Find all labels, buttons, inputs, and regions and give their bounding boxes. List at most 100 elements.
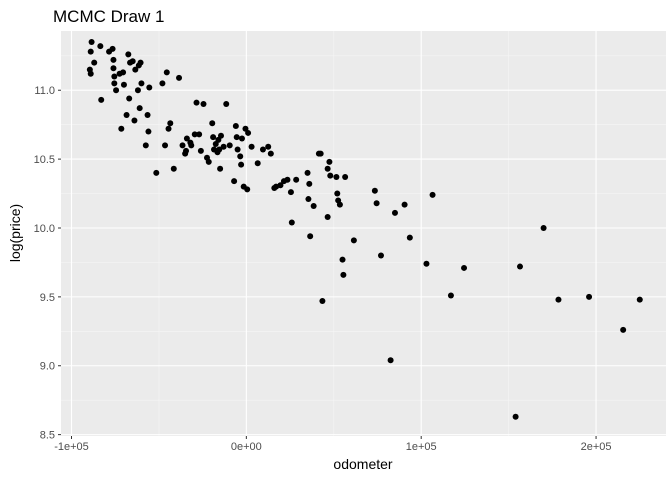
data-point [163,69,170,76]
data-point [277,182,284,189]
data-point [305,196,312,203]
data-point [350,237,357,244]
data-point [220,143,227,150]
y-tick-label: 10.0 [34,223,55,235]
data-point [461,264,468,271]
data-point [132,66,139,73]
x-axis-label: odometer [333,456,392,472]
data-point [324,165,331,172]
data-point [310,202,317,209]
data-point [183,135,190,142]
data-point [231,178,238,185]
y-tick-label: 9.5 [40,292,55,304]
y-tick-label: 8.5 [40,430,55,442]
data-point [145,128,152,135]
minor-gridlines [61,31,666,436]
data-point [217,132,224,139]
data-point [142,142,149,149]
data-point [248,143,255,150]
data-point [196,131,203,138]
data-point [342,174,349,181]
y-tick-label: 10.5 [34,154,55,166]
data-point [265,143,272,150]
data-point [401,201,408,208]
data-point [136,105,143,112]
data-point [232,123,239,130]
data-point [287,189,294,196]
data-point [183,147,190,154]
data-point [371,187,378,194]
x-axis-ticks: -1e+05 0e+00 1e+05 2e+05 [54,436,612,453]
x-tick-label: 1e+05 [406,441,437,453]
data-point [126,95,133,102]
y-axis-ticks: 8.5 9.0 9.5 10.0 10.5 11.0 [34,85,61,442]
data-point [423,260,430,267]
data-point [144,112,151,119]
data-point [306,180,313,187]
data-point [170,165,177,172]
data-point [233,134,240,141]
data-point [429,191,436,198]
data-point [516,263,523,270]
data-point [293,176,300,183]
data-point [387,357,394,364]
data-point [131,117,138,124]
data-point [109,45,116,52]
plot-panel [61,31,666,436]
data-point [129,58,136,65]
data-point [165,125,172,132]
data-point [110,56,117,63]
data-point [87,48,94,55]
data-point [319,298,326,304]
data-point [254,160,261,167]
data-point [406,234,413,241]
data-point [205,158,212,165]
data-point [120,69,127,76]
data-point [162,142,169,149]
data-point [512,413,519,420]
data-point [91,59,98,66]
data-point [234,146,241,153]
data-point [326,158,333,165]
x-tick-label: 0e+00 [231,441,262,453]
data-point [391,209,398,216]
data-point [200,101,207,108]
data-point [340,271,347,278]
data-point [113,87,120,94]
data-point [134,87,141,94]
data-point [238,135,245,142]
data-point [210,134,217,141]
data-point [620,326,627,333]
data-point [238,161,245,168]
data-point [125,51,132,58]
data-point [123,112,130,119]
data-point [97,43,104,50]
x-tick-label: -1e+05 [54,441,89,453]
data-point [137,59,144,66]
data-point [197,147,204,154]
data-point [110,65,117,72]
data-point [447,292,454,299]
data-point [555,296,562,303]
data-point [191,131,198,138]
data-point [284,176,291,183]
data-point [179,142,186,149]
data-point [167,120,174,127]
data-point [317,150,324,157]
data-point [176,74,183,81]
data-point [87,70,94,77]
data-point [339,256,346,263]
y-tick-label: 9.0 [40,361,55,373]
data-point [304,169,311,176]
major-gridlines [61,31,666,436]
data-point [111,73,118,80]
data-point [244,186,251,193]
data-points [86,39,643,420]
data-point [138,80,145,87]
data-point [223,101,230,108]
data-point [188,142,195,149]
x-tick-label: 2e+05 [581,441,612,453]
data-point [153,169,160,176]
data-point [334,190,341,197]
data-point [146,84,153,91]
